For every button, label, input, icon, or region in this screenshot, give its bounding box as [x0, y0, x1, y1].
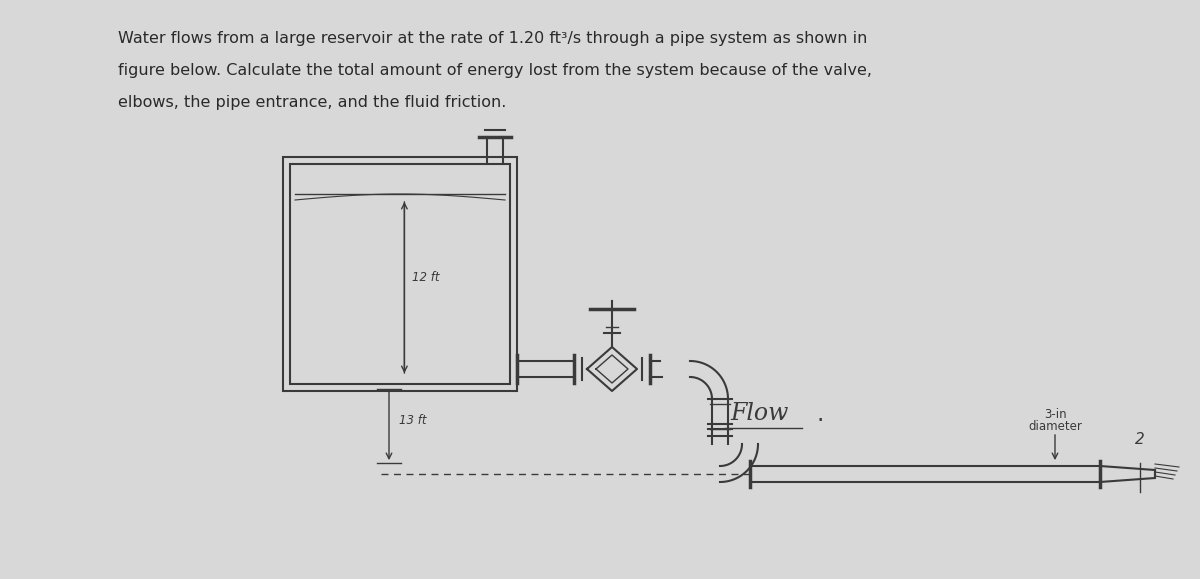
Text: 12 ft: 12 ft — [413, 271, 440, 284]
Bar — [290, 164, 510, 384]
Text: figure below. Calculate the total amount of energy lost from the system because : figure below. Calculate the total amount… — [118, 63, 872, 78]
Text: 2: 2 — [1135, 431, 1145, 446]
Text: Flow: Flow — [731, 402, 790, 426]
Text: 13 ft: 13 ft — [398, 415, 426, 427]
Text: .: . — [816, 402, 823, 426]
Text: Water flows from a large reservoir at the rate of 1.20 ft³/s through a pipe syst: Water flows from a large reservoir at th… — [118, 31, 868, 46]
Text: 3-in: 3-in — [1044, 408, 1067, 420]
Text: diameter: diameter — [1028, 420, 1082, 433]
Text: elbows, the pipe entrance, and the fluid friction.: elbows, the pipe entrance, and the fluid… — [118, 95, 506, 110]
Bar — [283, 157, 517, 391]
